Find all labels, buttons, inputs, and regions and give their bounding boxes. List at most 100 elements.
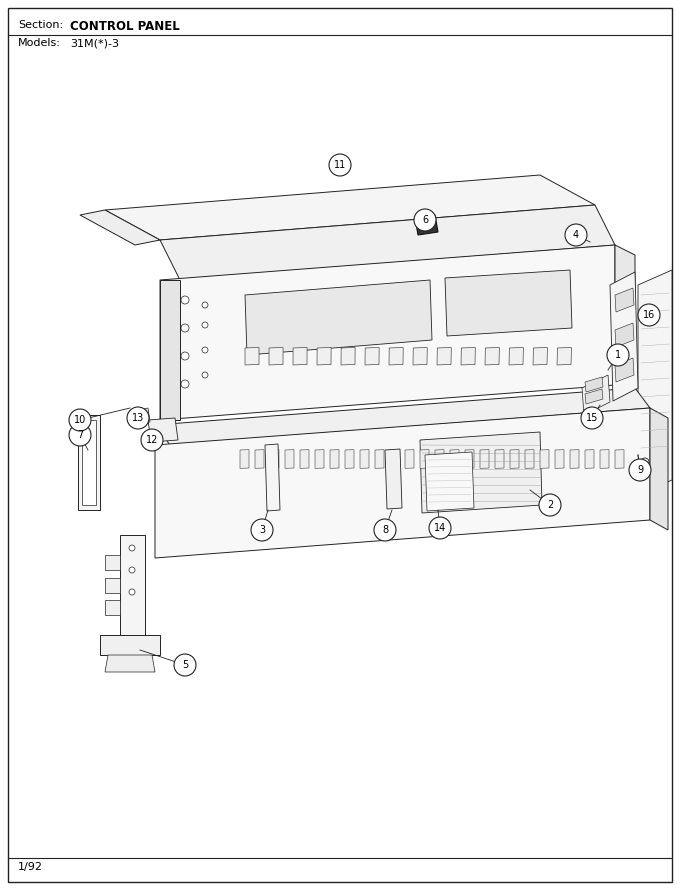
Circle shape <box>181 380 189 388</box>
Polygon shape <box>160 280 180 420</box>
Polygon shape <box>160 205 615 280</box>
Circle shape <box>181 352 189 360</box>
Text: 1/92: 1/92 <box>18 862 43 872</box>
Text: 8: 8 <box>382 525 388 535</box>
Polygon shape <box>155 388 650 445</box>
Polygon shape <box>293 347 307 365</box>
Text: 13: 13 <box>132 413 144 423</box>
Polygon shape <box>585 377 603 392</box>
Polygon shape <box>650 408 668 530</box>
Polygon shape <box>509 347 524 365</box>
Polygon shape <box>360 449 369 468</box>
Polygon shape <box>155 408 650 558</box>
Circle shape <box>202 372 208 378</box>
Text: 15: 15 <box>585 413 598 423</box>
Polygon shape <box>555 449 564 468</box>
Polygon shape <box>389 347 403 365</box>
Text: 31M(*)-3: 31M(*)-3 <box>70 38 119 48</box>
Polygon shape <box>450 449 459 468</box>
Polygon shape <box>485 347 499 365</box>
Polygon shape <box>425 452 474 511</box>
Text: 9: 9 <box>637 465 643 475</box>
Polygon shape <box>615 449 624 468</box>
Polygon shape <box>638 270 672 495</box>
Polygon shape <box>445 270 572 336</box>
Polygon shape <box>105 175 595 240</box>
Polygon shape <box>435 449 444 468</box>
Text: 5: 5 <box>182 660 188 670</box>
Polygon shape <box>300 449 309 468</box>
Polygon shape <box>585 449 594 468</box>
Polygon shape <box>615 288 634 312</box>
Text: 16: 16 <box>643 310 655 320</box>
Text: 12: 12 <box>146 435 158 445</box>
Polygon shape <box>240 449 249 468</box>
Polygon shape <box>315 449 324 468</box>
Text: 6: 6 <box>422 215 428 225</box>
Text: 2: 2 <box>547 500 553 510</box>
Text: 11: 11 <box>334 160 346 170</box>
Polygon shape <box>437 347 452 365</box>
Polygon shape <box>245 280 432 355</box>
Text: 1: 1 <box>615 350 621 360</box>
Polygon shape <box>105 655 155 672</box>
Polygon shape <box>540 449 549 468</box>
Polygon shape <box>138 408 150 424</box>
Text: 10: 10 <box>74 415 86 425</box>
Circle shape <box>429 517 451 539</box>
Polygon shape <box>80 210 160 245</box>
Circle shape <box>539 494 561 516</box>
Polygon shape <box>533 347 547 365</box>
Polygon shape <box>330 449 339 468</box>
Polygon shape <box>105 600 120 615</box>
Circle shape <box>129 589 135 595</box>
Circle shape <box>202 347 208 353</box>
Circle shape <box>374 519 396 541</box>
Polygon shape <box>105 578 120 593</box>
Circle shape <box>414 209 436 231</box>
Polygon shape <box>495 449 504 468</box>
Polygon shape <box>610 272 638 401</box>
Circle shape <box>202 322 208 328</box>
Circle shape <box>129 567 135 573</box>
Polygon shape <box>615 245 635 395</box>
Circle shape <box>69 424 91 446</box>
Polygon shape <box>345 449 354 468</box>
Polygon shape <box>525 449 534 468</box>
Polygon shape <box>582 375 610 415</box>
Polygon shape <box>615 323 634 347</box>
Circle shape <box>565 224 587 246</box>
Circle shape <box>129 545 135 551</box>
Polygon shape <box>78 415 100 510</box>
Text: Models:: Models: <box>18 38 61 48</box>
Polygon shape <box>420 432 542 513</box>
Polygon shape <box>480 449 489 468</box>
Circle shape <box>641 458 649 466</box>
Polygon shape <box>245 347 259 365</box>
Polygon shape <box>365 347 379 365</box>
Polygon shape <box>255 449 264 468</box>
Polygon shape <box>317 347 331 365</box>
Circle shape <box>638 304 660 326</box>
Polygon shape <box>160 245 615 420</box>
Polygon shape <box>265 444 280 511</box>
Polygon shape <box>105 555 120 570</box>
Polygon shape <box>390 449 399 468</box>
Polygon shape <box>557 347 571 365</box>
Circle shape <box>141 429 163 451</box>
Polygon shape <box>585 389 603 404</box>
Circle shape <box>181 296 189 304</box>
Circle shape <box>329 154 351 176</box>
Circle shape <box>174 654 196 676</box>
Polygon shape <box>420 449 429 468</box>
Polygon shape <box>285 449 294 468</box>
Text: CONTROL PANEL: CONTROL PANEL <box>70 20 180 33</box>
Text: 7: 7 <box>77 430 83 440</box>
Polygon shape <box>465 449 474 468</box>
Polygon shape <box>385 449 402 509</box>
Polygon shape <box>615 358 634 382</box>
Polygon shape <box>120 535 145 635</box>
Circle shape <box>202 302 208 308</box>
Circle shape <box>127 407 149 429</box>
Polygon shape <box>269 347 283 365</box>
